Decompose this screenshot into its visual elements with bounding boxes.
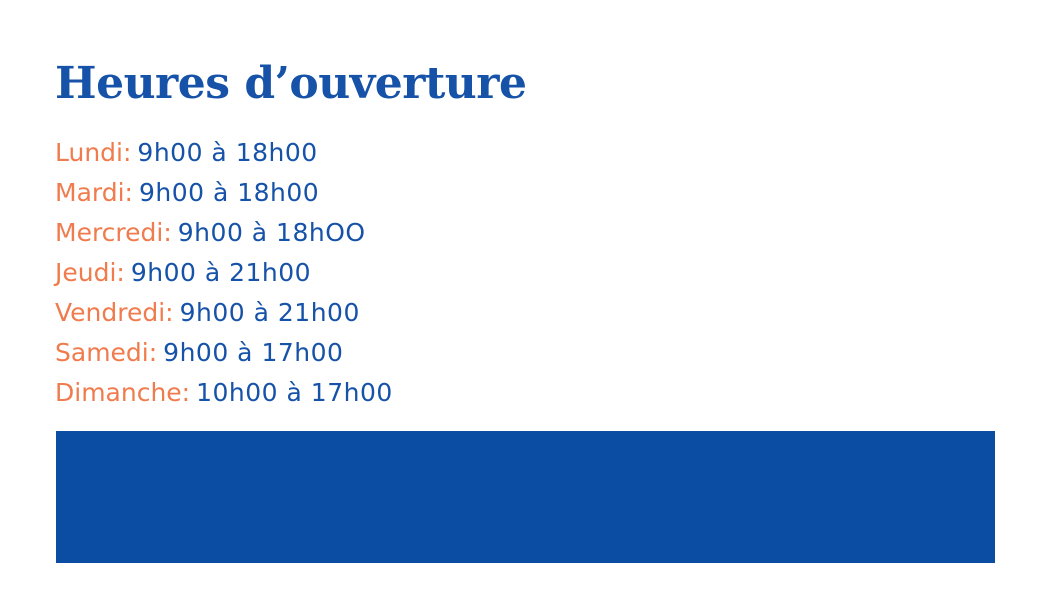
list-item: Mercredi: 9h00 à 18hOO bbox=[55, 213, 393, 253]
hours-value: 9h00 à 18hOO bbox=[177, 218, 366, 247]
list-item: Lundi: 9h00 à 18h00 bbox=[55, 133, 393, 173]
page-title: Heures d’ouverture bbox=[55, 58, 527, 109]
list-item: Vendredi: 9h00 à 21h00 bbox=[55, 293, 393, 333]
day-label: Dimanche: bbox=[55, 378, 191, 407]
list-item: Mardi: 9h00 à 18h00 bbox=[55, 173, 393, 213]
day-label: Vendredi: bbox=[55, 298, 174, 327]
hours-value: 9h00 à 18h00 bbox=[138, 178, 320, 207]
hours-value: 9h00 à 18h00 bbox=[137, 138, 318, 167]
opening-hours-list: Lundi: 9h00 à 18h00 Mardi: 9h00 à 18h00 Me… bbox=[55, 133, 393, 413]
hours-value: 10h00 à 17h00 bbox=[196, 378, 393, 407]
day-label: Lundi: bbox=[55, 138, 132, 167]
day-label: Mardi: bbox=[55, 178, 133, 207]
hours-value: 9h00 à 21h00 bbox=[179, 298, 360, 327]
list-item: Dimanche: 10h00 à 17h00 bbox=[55, 373, 393, 413]
day-label: Jeudi: bbox=[55, 258, 125, 287]
day-label: Samedi: bbox=[55, 338, 158, 367]
day-label: Mercredi: bbox=[55, 218, 172, 247]
hours-value: 9h00 à 17h00 bbox=[163, 338, 344, 367]
list-item: Samedi: 9h00 à 17h00 bbox=[55, 333, 393, 373]
list-item: Jeudi: 9h00 à 21h00 bbox=[55, 253, 393, 293]
banner-block bbox=[56, 431, 995, 563]
hours-value: 9h00 à 21h00 bbox=[130, 258, 312, 287]
